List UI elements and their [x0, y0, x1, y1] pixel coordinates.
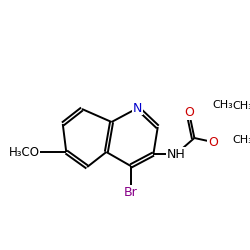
Text: CH₃: CH₃ [212, 100, 233, 110]
Text: NH: NH [167, 148, 186, 160]
Text: H₃CO: H₃CO [9, 146, 40, 158]
Text: N: N [133, 102, 142, 114]
Text: CH₃: CH₃ [232, 101, 250, 111]
Text: CH₃: CH₃ [232, 135, 250, 145]
Text: Br: Br [124, 186, 138, 198]
Text: O: O [184, 106, 194, 120]
Text: O: O [208, 136, 218, 148]
